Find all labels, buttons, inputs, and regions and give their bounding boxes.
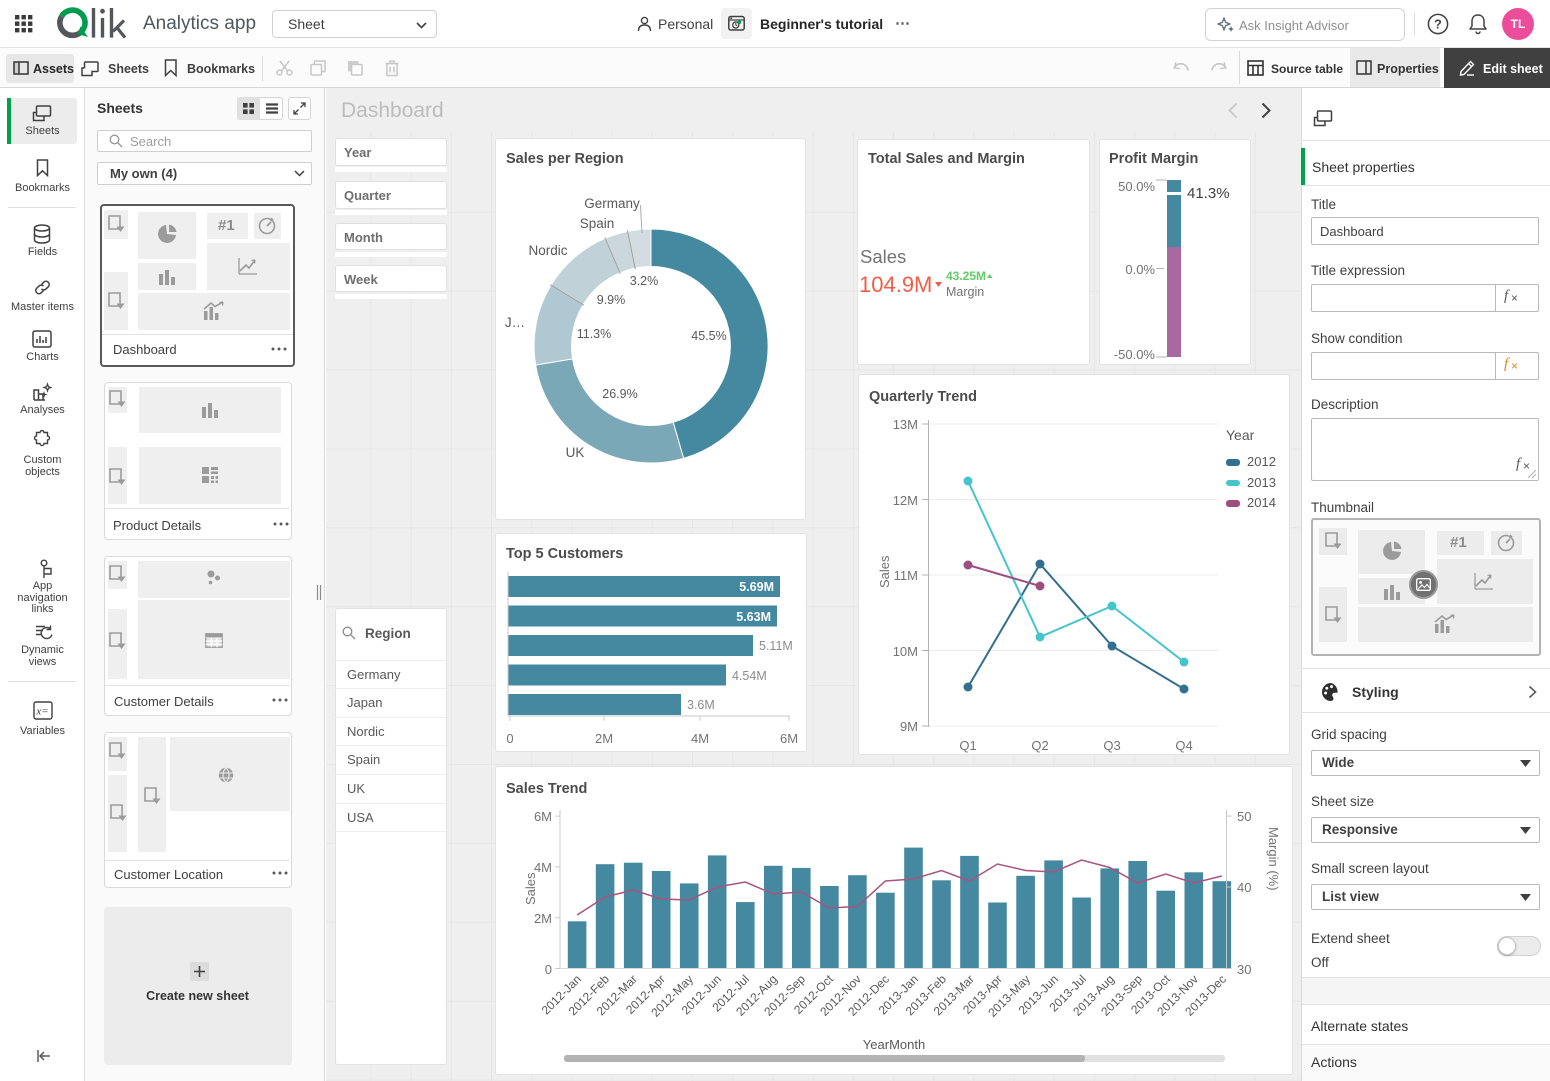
svg-text:x=: x= (35, 706, 48, 718)
svg-text:?: ? (1434, 17, 1442, 31)
